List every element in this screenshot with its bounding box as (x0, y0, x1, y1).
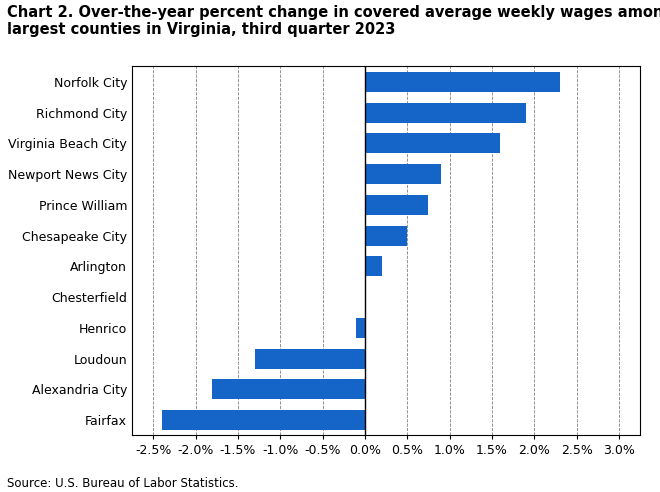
Bar (365, 225, 407, 246)
Bar (365, 72, 560, 92)
Bar (255, 348, 365, 369)
Bar (356, 318, 365, 338)
Bar (365, 102, 526, 123)
Text: Source: U.S. Bureau of Labor Statistics.: Source: U.S. Bureau of Labor Statistics. (7, 477, 238, 490)
Bar (365, 195, 428, 215)
Text: Chart 2. Over-the-year percent change in covered average weekly wages among the
: Chart 2. Over-the-year percent change in… (7, 5, 660, 37)
Bar (365, 164, 441, 184)
Bar (365, 133, 500, 154)
Bar (365, 256, 382, 277)
Bar (162, 410, 365, 430)
Bar (213, 379, 365, 400)
